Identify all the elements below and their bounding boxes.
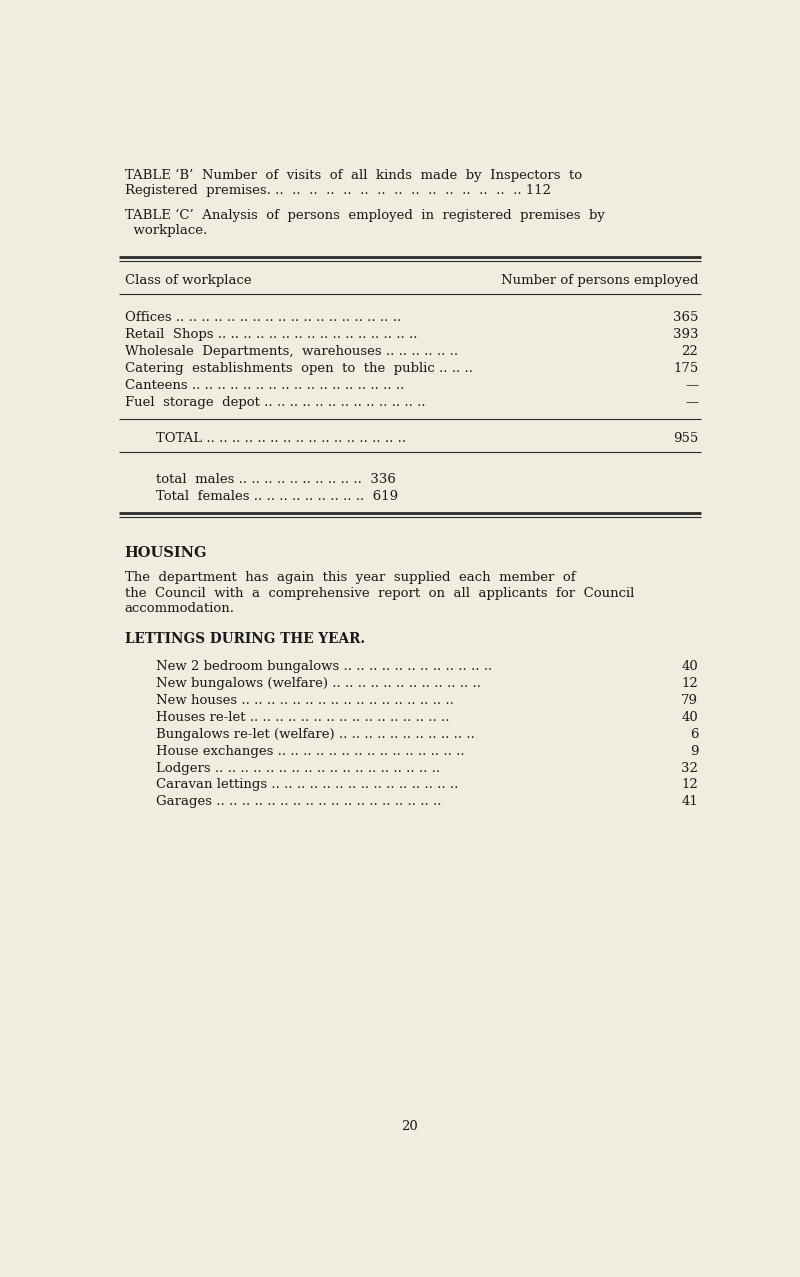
Text: 32: 32 [682,761,698,775]
Text: 12: 12 [682,677,698,690]
Text: 40: 40 [682,660,698,673]
Text: workplace.: workplace. [125,223,207,238]
Text: 393: 393 [673,328,698,341]
Text: 20: 20 [402,1120,418,1133]
Text: Retail  Shops .. .. .. .. .. .. .. .. .. .. .. .. .. .. .. ..: Retail Shops .. .. .. .. .. .. .. .. .. … [125,328,418,341]
Text: Catering  establishments  open  to  the  public .. .. ..: Catering establishments open to the publ… [125,361,473,375]
Text: Wholesale  Departments,  warehouses .. .. .. .. .. ..: Wholesale Departments, warehouses .. .. … [125,345,458,358]
Text: The  department  has  again  this  year  supplied  each  member  of: The department has again this year suppl… [125,571,575,585]
Text: New bungalows (welfare) .. .. .. .. .. .. .. .. .. .. .. ..: New bungalows (welfare) .. .. .. .. .. .… [156,677,481,690]
Text: Canteens .. .. .. .. .. .. .. .. .. .. .. .. .. .. .. .. ..: Canteens .. .. .. .. .. .. .. .. .. .. .… [125,379,404,392]
Text: 41: 41 [682,796,698,808]
Text: Fuel  storage  depot .. .. .. .. .. .. .. .. .. .. .. .. ..: Fuel storage depot .. .. .. .. .. .. .. … [125,396,426,409]
Text: Class of workplace: Class of workplace [125,275,251,287]
Text: 79: 79 [682,693,698,706]
Text: Registered  premises. ..  ..  ..  ..  ..  ..  ..  ..  ..  ..  ..  ..  ..  ..  ..: Registered premises. .. .. .. .. .. .. .… [125,184,550,197]
Text: 22: 22 [682,345,698,358]
Text: TOTAL .. .. .. .. .. .. .. .. .. .. .. .. .. .. .. ..: TOTAL .. .. .. .. .. .. .. .. .. .. .. .… [156,432,406,444]
Text: —: — [685,379,698,392]
Text: 6: 6 [690,728,698,741]
Text: accommodation.: accommodation. [125,603,235,616]
Text: Total  females .. .. .. .. .. .. .. .. ..  619: Total females .. .. .. .. .. .. .. .. ..… [156,490,398,503]
Text: —: — [685,396,698,409]
Text: Caravan lettings .. .. .. .. .. .. .. .. .. .. .. .. .. .. ..: Caravan lettings .. .. .. .. .. .. .. ..… [156,779,458,792]
Text: Bungalows re-let (welfare) .. .. .. .. .. .. .. .. .. .. ..: Bungalows re-let (welfare) .. .. .. .. .… [156,728,474,741]
Text: House exchanges .. .. .. .. .. .. .. .. .. .. .. .. .. .. ..: House exchanges .. .. .. .. .. .. .. .. … [156,744,465,757]
Text: 9: 9 [690,744,698,757]
Text: New houses .. .. .. .. .. .. .. .. .. .. .. .. .. .. .. .. ..: New houses .. .. .. .. .. .. .. .. .. ..… [156,693,454,706]
Text: HOUSING: HOUSING [125,547,207,559]
Text: TABLE ‘C’  Analysis  of  persons  employed  in  registered  premises  by: TABLE ‘C’ Analysis of persons employed i… [125,208,605,222]
Text: Lodgers .. .. .. .. .. .. .. .. .. .. .. .. .. .. .. .. .. ..: Lodgers .. .. .. .. .. .. .. .. .. .. ..… [156,761,440,775]
Text: Number of persons employed: Number of persons employed [501,275,698,287]
Text: 40: 40 [682,711,698,724]
Text: 175: 175 [673,361,698,375]
Text: LETTINGS DURING THE YEAR.: LETTINGS DURING THE YEAR. [125,632,365,646]
Text: New 2 bedroom bungalows .. .. .. .. .. .. .. .. .. .. .. ..: New 2 bedroom bungalows .. .. .. .. .. .… [156,660,492,673]
Text: 365: 365 [673,312,698,324]
Text: the  Council  with  a  comprehensive  report  on  all  applicants  for  Council: the Council with a comprehensive report … [125,586,634,600]
Text: Houses re-let .. .. .. .. .. .. .. .. .. .. .. .. .. .. .. ..: Houses re-let .. .. .. .. .. .. .. .. ..… [156,711,450,724]
Text: 12: 12 [682,779,698,792]
Text: 955: 955 [673,432,698,444]
Text: Offices .. .. .. .. .. .. .. .. .. .. .. .. .. .. .. .. .. ..: Offices .. .. .. .. .. .. .. .. .. .. ..… [125,312,401,324]
Text: Garages .. .. .. .. .. .. .. .. .. .. .. .. .. .. .. .. .. ..: Garages .. .. .. .. .. .. .. .. .. .. ..… [156,796,442,808]
Text: total  males .. .. .. .. .. .. .. .. .. ..  336: total males .. .. .. .. .. .. .. .. .. .… [156,472,396,485]
Text: TABLE ‘B’  Number  of  visits  of  all  kinds  made  by  Inspectors  to: TABLE ‘B’ Number of visits of all kinds … [125,169,582,181]
